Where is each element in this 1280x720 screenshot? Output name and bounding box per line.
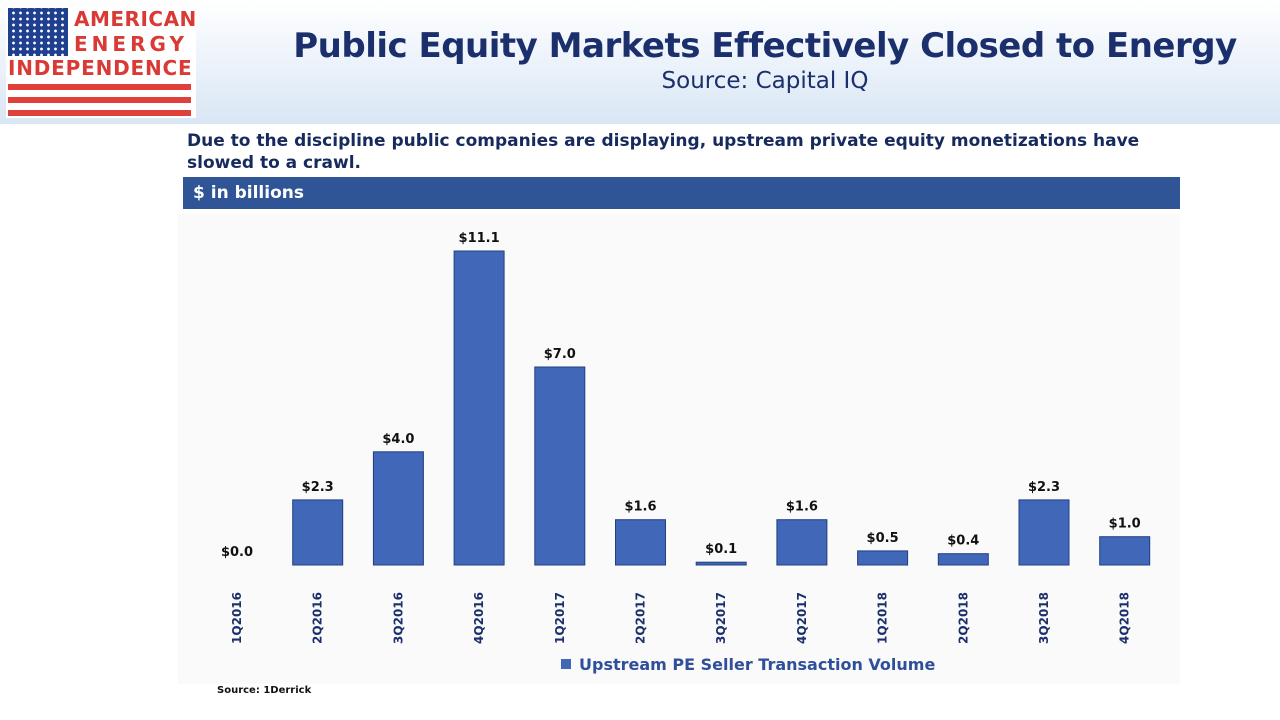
logo-text-line2: ENERGY (74, 32, 188, 56)
x-tick-2Q2018: 2Q2018 (956, 592, 970, 644)
bar-chart: $0.0 1Q2016 $2.3 2Q2016 $4.0 3Q2016 $11.1 4Q201… (221, 231, 1151, 644)
x-tick-2Q2017: 2Q2017 (634, 592, 648, 644)
bar-3Q2017 (695, 561, 747, 566)
logo-stripe (8, 110, 191, 116)
bar-3Q2016 (372, 451, 424, 566)
x-tick-4Q2017: 4Q2017 (795, 592, 809, 644)
bar-4Q2018 (1099, 536, 1151, 566)
source-note: Source: 1Derrick (217, 685, 312, 696)
x-tick-1Q2016: 1Q2016 (230, 592, 244, 644)
bar-4Q2017 (776, 519, 828, 566)
logo-stripe (8, 84, 191, 90)
page-title: Public Equity Markets Effectively Closed… (293, 26, 1237, 66)
flag-canton-icon (8, 8, 68, 56)
data-label-3Q2016: $4.0 (382, 432, 414, 447)
data-label-3Q2018: $2.3 (1028, 480, 1060, 495)
bar-4Q2016 (453, 250, 505, 566)
bar-2Q2017 (615, 519, 666, 566)
description-text: Due to the discipline public companies a… (187, 131, 1140, 173)
bar-2Q2016 (292, 499, 344, 566)
logo-stripe (8, 97, 191, 103)
bar-1Q2018 (857, 550, 909, 566)
data-label-4Q2016: $11.1 (459, 231, 500, 246)
data-label-1Q2016: $0.0 (221, 545, 253, 560)
header-banner: AMERICAN ENERGY INDEPENDENCE Public Equi… (0, 0, 1280, 124)
x-tick-3Q2016: 3Q2016 (391, 592, 405, 644)
unit-header-bar: $ in billions (183, 177, 1180, 209)
logo-text-line1: AMERICAN (74, 7, 197, 31)
data-label-2Q2016: $2.3 (302, 480, 334, 495)
data-label-4Q2018: $1.0 (1109, 517, 1141, 532)
bar-3Q2018 (1018, 499, 1070, 566)
data-label-2Q2018: $0.4 (947, 534, 979, 549)
x-tick-2Q2016: 2Q2016 (311, 592, 325, 644)
x-tick-3Q2018: 3Q2018 (1037, 592, 1051, 644)
american-energy-independence-logo: AMERICAN ENERGY INDEPENDENCE (6, 6, 196, 118)
data-label-2Q2017: $1.6 (624, 500, 656, 515)
x-tick-4Q2016: 4Q2016 (472, 592, 486, 644)
x-tick-3Q2017: 3Q2017 (714, 592, 728, 644)
legend-swatch (561, 659, 571, 669)
bar-2Q2018 (937, 553, 989, 566)
page-subtitle: Source: Capital IQ (661, 68, 869, 94)
x-tick-4Q2018: 4Q2018 (1118, 592, 1132, 644)
legend-label: Upstream PE Seller Transaction Volume (579, 655, 936, 674)
data-label-1Q2018: $0.5 (867, 531, 899, 546)
x-tick-1Q2018: 1Q2018 (876, 592, 890, 644)
x-tick-1Q2017: 1Q2017 (553, 592, 567, 644)
chart-area: $0.0 1Q2016 $2.3 2Q2016 $4.0 3Q2016 $11.1 4Q201… (178, 214, 1180, 684)
data-label-3Q2017: $0.1 (705, 542, 737, 557)
data-label-4Q2017: $1.6 (786, 500, 818, 515)
unit-label: $ in billions (193, 183, 304, 203)
bar-1Q2017 (534, 366, 586, 566)
logo-text-line3: INDEPENDENCE (8, 56, 193, 80)
data-label-1Q2017: $7.0 (544, 347, 576, 362)
